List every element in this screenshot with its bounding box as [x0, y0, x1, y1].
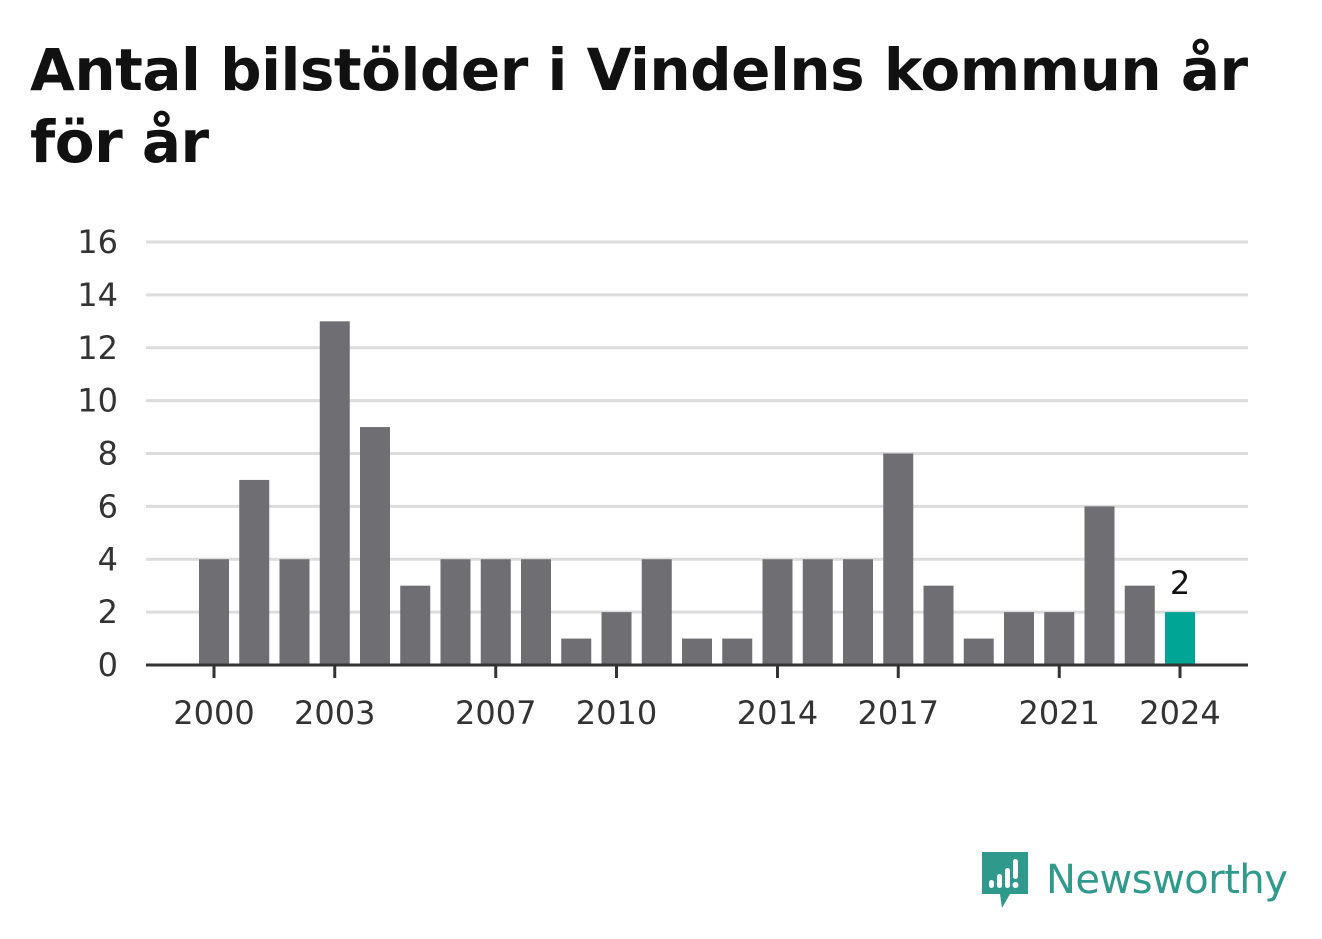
y-tick-label: 4: [98, 540, 118, 578]
bar-2016: [843, 559, 873, 665]
bar-2014: [762, 559, 793, 665]
bar-2003: [319, 321, 350, 665]
y-tick-label: 6: [98, 487, 118, 525]
value-label-2024: 2: [1170, 564, 1190, 602]
bar-2024: [1165, 612, 1195, 665]
bar-2015: [802, 559, 833, 665]
bar-2011: [641, 559, 672, 665]
bar-2017: [883, 453, 914, 665]
x-tick-label: 2003: [294, 694, 375, 732]
y-axis-tick-labels: 0 2 4 6 8 10 12 14 16: [77, 223, 118, 684]
brand-name: Newsworthy: [1046, 857, 1288, 903]
chart-title: Antal bilstölder i Vindelns kommun år fö…: [30, 36, 1248, 176]
bar-2010: [601, 612, 632, 665]
y-tick-label: 8: [98, 435, 118, 473]
bar-2018: [923, 585, 954, 665]
x-tick-label: 2010: [576, 694, 657, 732]
bar-2022: [1084, 506, 1115, 665]
bar-2008: [521, 559, 551, 665]
bar-2020: [1004, 612, 1034, 665]
bar-2009: [561, 638, 592, 665]
brand-footer: Newsworthy: [980, 848, 1288, 912]
value-labels: 2: [1170, 564, 1190, 602]
bar-2005: [400, 585, 431, 665]
x-tick-label: 2017: [858, 694, 939, 732]
y-tick-label: 2: [98, 593, 118, 631]
bar-2021: [1044, 612, 1075, 665]
newsworthy-logo-icon: [982, 852, 1028, 908]
y-tick-label: 16: [77, 223, 118, 261]
y-tick-label: 10: [77, 382, 118, 420]
bar-2004: [360, 427, 390, 665]
grid-lines: [146, 240, 1248, 614]
bar-2000: [199, 559, 229, 665]
x-tick-label: 2000: [173, 694, 254, 732]
y-tick-label: 12: [77, 329, 118, 367]
x-tick-label: 2007: [455, 694, 536, 732]
y-tick-label: 14: [77, 276, 118, 314]
bars: [199, 321, 1195, 665]
bar-2002: [279, 559, 310, 665]
y-tick-label: 0: [98, 646, 118, 684]
x-axis-ticks: 2000 2003 2007 2010 2014 2017 2021 2024: [173, 665, 1221, 732]
bar-2012: [682, 638, 712, 665]
bar-2007: [480, 559, 511, 665]
bar-2023: [1124, 585, 1155, 665]
bar-2013: [722, 638, 753, 665]
bar-2019: [963, 638, 994, 665]
bar-2006: [440, 559, 471, 665]
x-tick-label: 2024: [1139, 694, 1220, 732]
x-tick-label: 2021: [1019, 694, 1100, 732]
bar-2001: [239, 479, 270, 665]
x-tick-label: 2014: [737, 694, 818, 732]
